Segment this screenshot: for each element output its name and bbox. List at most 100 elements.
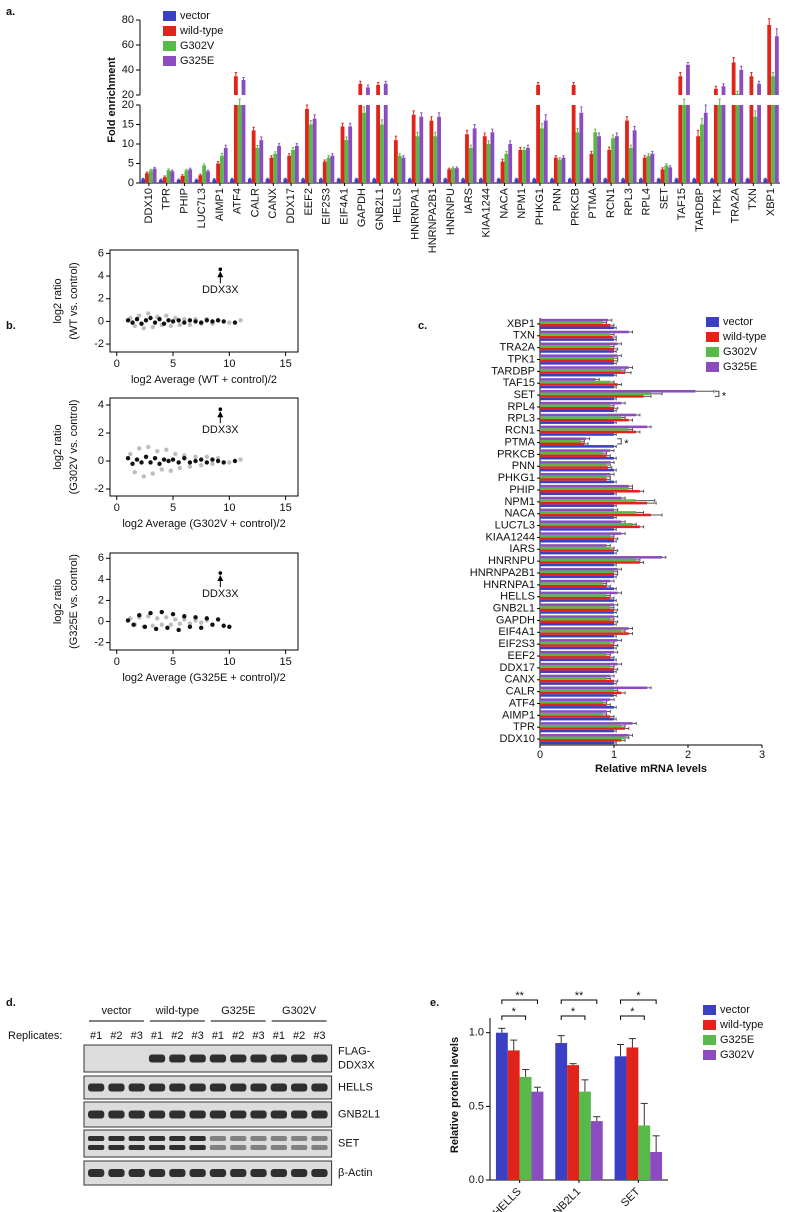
blot-band	[169, 1110, 186, 1119]
bar	[376, 105, 380, 183]
y-tick-label: DDX17	[500, 662, 535, 674]
group-label: G302V	[282, 1005, 317, 1017]
blot-band	[148, 1169, 166, 1177]
x-tick-label: 15	[279, 358, 291, 370]
bar	[540, 335, 613, 339]
point	[227, 460, 232, 465]
y-tick-label: XBP1	[507, 318, 535, 330]
blot-band	[209, 1054, 227, 1063]
bar	[543, 120, 548, 183]
bar	[390, 179, 394, 183]
point	[198, 320, 204, 325]
bar	[145, 173, 149, 183]
bar	[561, 157, 566, 183]
point	[210, 461, 215, 466]
blot-band	[250, 1083, 267, 1092]
replicates-label: Replicates:	[8, 1030, 62, 1042]
panel-label: d.	[6, 997, 16, 1009]
x-tick-label: XBP1	[765, 188, 777, 216]
x-tick-label: RCN1	[605, 188, 617, 218]
bar	[540, 570, 614, 574]
y-tick-label: 15	[122, 118, 134, 130]
blot-band	[189, 1054, 206, 1063]
annotated-point	[218, 267, 223, 272]
point	[148, 460, 153, 465]
bar	[265, 179, 270, 183]
point	[137, 613, 142, 618]
legend-label: G325E	[723, 361, 757, 373]
legend-swatch	[163, 56, 176, 66]
bar	[550, 179, 554, 183]
bar	[717, 105, 722, 183]
bar	[540, 473, 611, 476]
bar	[540, 487, 629, 490]
bar	[540, 406, 614, 410]
point	[165, 625, 170, 631]
bar	[486, 144, 491, 183]
annotation-arrowhead	[217, 575, 224, 582]
row-label: β-Actin	[338, 1167, 372, 1179]
bar	[540, 397, 614, 401]
y-tick-label: RPL4	[507, 401, 535, 413]
blot-band	[230, 1110, 247, 1119]
legend-swatch	[706, 332, 719, 342]
point	[146, 311, 151, 316]
y-tick-label: 4	[98, 573, 104, 585]
x-tick-label: 5	[170, 656, 176, 668]
bar	[230, 179, 234, 183]
x-tick-label: TPK1	[712, 188, 724, 216]
x-tick-label: EIF4A1	[338, 188, 350, 225]
bar	[540, 591, 618, 595]
bar	[495, 1032, 508, 1180]
blot-strip	[83, 1101, 333, 1128]
y-tick-label: -2	[94, 483, 104, 495]
point	[187, 464, 193, 469]
bar	[678, 105, 683, 183]
bar	[540, 603, 614, 607]
bar	[589, 153, 594, 183]
legend-swatch	[703, 1050, 716, 1060]
y-tick-label: KIAA1244	[485, 531, 535, 543]
blot-band	[270, 1145, 287, 1150]
blot-band	[270, 1054, 287, 1063]
y-axis-label: Relative protein levels	[449, 1037, 461, 1153]
y-tick-label: -2	[94, 338, 104, 350]
bar	[540, 546, 611, 550]
bar	[540, 463, 607, 467]
bar	[287, 155, 292, 183]
bar	[176, 179, 181, 183]
bar	[540, 662, 618, 666]
x-tick-label: TRA2A	[729, 187, 741, 223]
point	[238, 457, 243, 462]
point	[139, 321, 144, 326]
bar	[540, 389, 696, 393]
point	[159, 467, 164, 472]
bar	[241, 105, 246, 183]
blot-band	[148, 1083, 166, 1092]
bar	[540, 362, 614, 365]
point	[164, 615, 169, 620]
y-tick-label: CALR	[506, 686, 535, 698]
legend-swatch	[706, 362, 719, 372]
point	[198, 463, 204, 468]
bar	[621, 179, 626, 183]
bar	[540, 478, 607, 481]
row-label: GNB2L1	[338, 1108, 380, 1120]
blot-band	[148, 1145, 166, 1150]
bar	[540, 667, 614, 671]
significance-bracket	[617, 438, 622, 445]
blot-band	[291, 1136, 308, 1141]
bar	[540, 558, 637, 562]
lane-label: #3	[131, 1030, 143, 1042]
bar	[668, 167, 673, 183]
point	[210, 319, 215, 324]
point	[232, 458, 238, 464]
bar	[540, 489, 640, 493]
bar	[508, 144, 513, 183]
bar	[593, 132, 598, 183]
x-tick-label: CALR	[249, 188, 261, 217]
bar	[540, 433, 614, 436]
bar	[540, 606, 611, 609]
x-tick-label: 10	[223, 656, 235, 668]
bar	[567, 179, 572, 183]
